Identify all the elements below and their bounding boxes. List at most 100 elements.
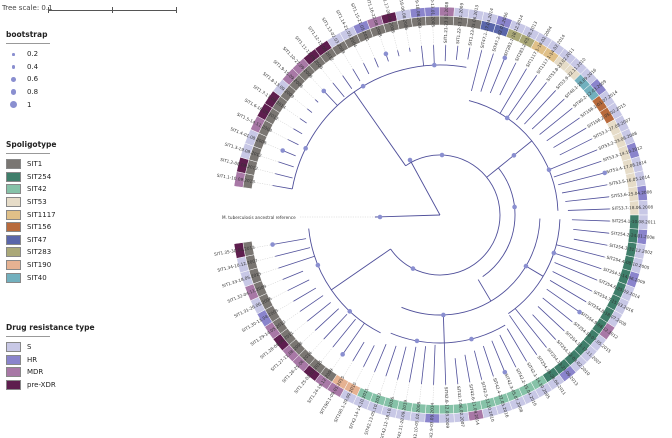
- leaf-label: SIT254.1-10.08.2011: [612, 218, 656, 225]
- bootstrap-legend-item: 0.4: [6, 61, 50, 74]
- leaf-label: SIT1.21-23.01.2008: [443, 1, 449, 43]
- tree-branch: [314, 99, 319, 103]
- clade-arc: [482, 167, 516, 278]
- bootstrap-dot-icon: [10, 89, 17, 96]
- leader-line: [445, 26, 447, 46]
- leader-line: [555, 339, 569, 354]
- tree-branch: [363, 345, 375, 367]
- tree-branch: [555, 253, 602, 270]
- bootstrap-dot: [546, 167, 552, 173]
- tree-branch: [524, 90, 556, 125]
- spoligotype-legend-item: SIT283: [6, 246, 57, 259]
- clade-arc: [401, 218, 541, 316]
- spoligotype-legend-item: SIT53: [6, 196, 57, 209]
- tree-branch: [537, 306, 565, 332]
- tree-branch: [573, 238, 608, 246]
- spoligotype-legend-label: SIT47: [27, 235, 47, 244]
- leader-line: [265, 143, 283, 151]
- tree-branch: [299, 118, 307, 124]
- tree-branch: [514, 308, 547, 348]
- leaf-label: SIT254.2-24.01.2006: [611, 230, 656, 240]
- spoligotype-swatch: [6, 184, 21, 195]
- leader-line: [284, 311, 301, 323]
- leaf-label: SIT42.10-05.02.2008: [412, 401, 422, 438]
- tree-branch: [443, 342, 447, 385]
- tree-branch: [409, 346, 417, 383]
- tree-branch: [293, 128, 303, 135]
- tree-branch: [480, 53, 494, 92]
- bootstrap-dot: [347, 309, 353, 314]
- legend-divider: [6, 43, 50, 44]
- spoligotype-legend-item: SIT1: [6, 158, 57, 171]
- leader-line: [284, 107, 301, 119]
- leader-line: [301, 330, 316, 344]
- bootstrap-dot: [441, 312, 446, 318]
- bootstrap-dot: [377, 214, 383, 220]
- leader-line: [367, 40, 375, 59]
- clade-arc: [390, 154, 501, 276]
- leader-line: [579, 311, 596, 324]
- bootstrap-dot: [303, 146, 308, 151]
- leader-line: [546, 67, 559, 83]
- bootstrap-legend-item: 1: [6, 98, 50, 111]
- leader-line: [596, 142, 615, 151]
- leader-line: [579, 106, 596, 119]
- bootstrap-legend-item: 0.6: [6, 73, 50, 86]
- leader-line: [457, 27, 461, 46]
- tree-branch: [491, 340, 506, 373]
- leader-line: [609, 208, 629, 210]
- tree-branch: [516, 82, 547, 121]
- bootstrap-dot: [551, 250, 557, 256]
- bootstrap-dot: [315, 262, 321, 268]
- tree-branch: [509, 315, 538, 355]
- leader-line: [270, 130, 288, 140]
- tree-branch: [314, 308, 339, 331]
- tree-branch: [556, 244, 605, 258]
- bootstrap-dot: [512, 204, 517, 210]
- tree-branch: [352, 341, 365, 362]
- tree-branch: [342, 75, 353, 89]
- spoligotype-legend-item: SIT156: [6, 221, 57, 234]
- drug-resistance-swatch: [6, 380, 21, 391]
- spoligotype-legend-label: SIT1117: [27, 210, 56, 219]
- internal-branch: [353, 91, 407, 167]
- tree-branch: [287, 279, 310, 291]
- tree-branch: [272, 238, 307, 245]
- bootstrap-dot: [523, 263, 529, 269]
- drug-resistance-ring-cell: [233, 242, 246, 259]
- bootstrap-dot: [383, 51, 389, 57]
- tree-branch: [471, 50, 483, 92]
- bootstrap-dot-icon: [11, 65, 16, 69]
- tree-branch: [455, 45, 459, 60]
- leaf-label: SIT42.8-12.03.2009: [444, 387, 450, 429]
- tree-branch: [571, 219, 610, 222]
- tree-branch: [307, 108, 313, 113]
- bootstrap-legend-item: 0.8: [6, 86, 50, 99]
- leader-line: [320, 68, 334, 84]
- tree-branch: [499, 334, 517, 368]
- spoligotype-swatch: [6, 272, 21, 283]
- spoligotype-swatch: [6, 234, 21, 245]
- clade-arc: [390, 324, 506, 344]
- leader-line: [367, 371, 375, 390]
- spoligotype-swatch: [6, 209, 21, 220]
- bootstrap-legend: bootstrap 0.2 0.4 0.6 0.8 1: [6, 30, 50, 111]
- leader-line: [379, 376, 387, 395]
- leader-line: [392, 31, 398, 51]
- drug-resistance-legend-item: MDR: [6, 366, 95, 379]
- spoligotype-swatch: [6, 171, 21, 182]
- leader-line: [342, 52, 354, 70]
- leader-line: [515, 367, 525, 385]
- tree-branch: [278, 255, 315, 269]
- leader-line: [419, 383, 422, 403]
- leader-line: [609, 232, 628, 236]
- leader-line: [526, 52, 537, 69]
- tree-branch: [546, 288, 580, 313]
- tree-branch: [397, 50, 400, 57]
- tree-branch: [352, 68, 361, 82]
- leader-line: [564, 85, 579, 100]
- leader-line: [354, 46, 364, 64]
- spoligotype-legend-label: SIT254: [27, 172, 52, 181]
